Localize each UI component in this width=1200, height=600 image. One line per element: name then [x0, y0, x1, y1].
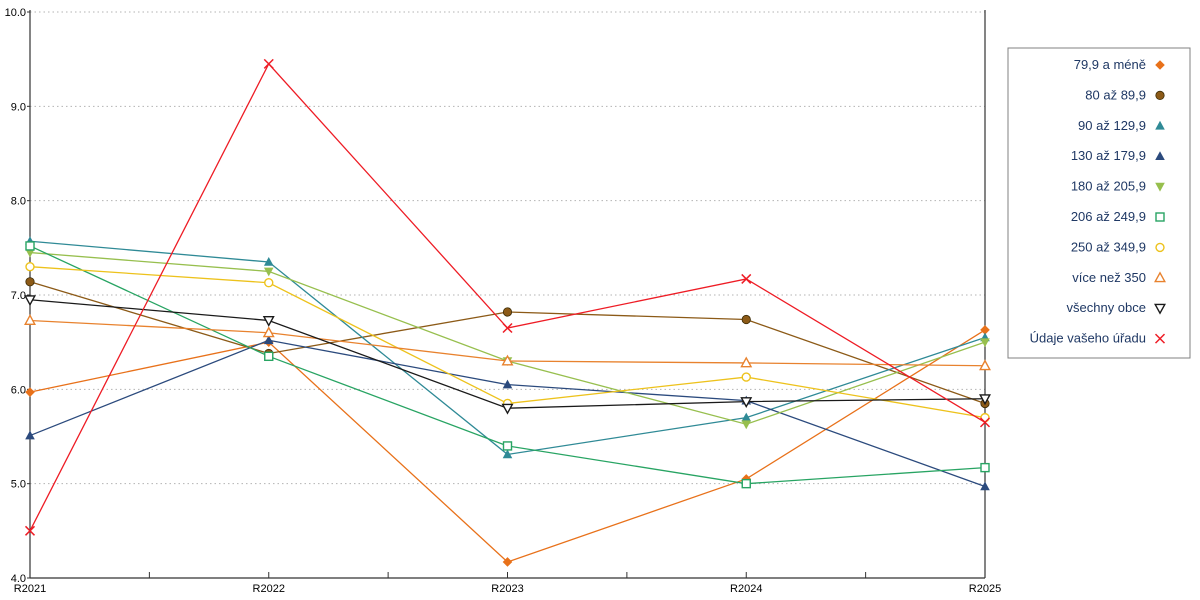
legend-label: 250 až 349,9: [1071, 239, 1146, 254]
marker-triangle-down-open: [740, 397, 753, 409]
marker-triangle-up-filled: [263, 335, 274, 345]
x-tick-label: R2021: [14, 583, 46, 595]
legend-label: více než 350: [1072, 270, 1146, 285]
marker-triangle-down-filled: [263, 267, 274, 277]
marker-triangle-up-filled: [25, 430, 35, 440]
legend-label: 130 až 179,9: [1071, 148, 1146, 163]
series-line-2: [29, 240, 986, 456]
marker-square-open: [741, 478, 751, 489]
legend-label: 180 až 205,9: [1071, 179, 1146, 194]
series-line-4: [29, 251, 986, 425]
marker-square-open: [1155, 212, 1165, 222]
marker-triangle-down-filled: [25, 248, 35, 258]
marker-square-open: [502, 441, 513, 451]
marker-circle-filled: [25, 277, 35, 287]
marker-diamond-filled: [25, 387, 35, 397]
marker-x: [502, 322, 513, 334]
marker-x: [263, 58, 274, 69]
y-tick-label: 5.0: [11, 479, 26, 491]
marker-x: [741, 273, 752, 284]
legend-label: 80 až 89,9: [1085, 87, 1146, 102]
marker-triangle-down-open: [262, 315, 275, 327]
marker-triangle-up-open: [501, 354, 514, 366]
marker-circle-open: [264, 278, 274, 288]
marker-triangle-up-filled: [263, 256, 274, 266]
legend-label: 90 až 129,9: [1078, 118, 1146, 133]
x-tick-label: R2023: [491, 583, 523, 595]
y-tick-label: 6.0: [11, 384, 26, 396]
marker-triangle-up-filled: [502, 449, 513, 459]
marker-diamond-filled: [741, 474, 752, 484]
marker-triangle-up-open: [1154, 271, 1166, 283]
marker-diamond-filled: [1155, 60, 1165, 70]
marker-circle-filled: [1155, 90, 1165, 101]
y-tick-label: 9.0: [11, 101, 26, 113]
y-tick-label: 4.0: [11, 573, 26, 585]
legend-label: Údaje vašeho úřadu: [1030, 331, 1146, 346]
marker-x: [979, 417, 991, 428]
marker-triangle-up-filled: [502, 379, 513, 389]
y-tick-label: 8.0: [11, 196, 26, 208]
marker-triangle-down-open: [501, 403, 514, 415]
x-tick-label: R2022: [253, 583, 285, 595]
y-tick-label: 10.0: [5, 7, 26, 19]
marker-triangle-up-filled: [1155, 151, 1165, 160]
marker-triangle-up-open: [24, 314, 36, 325]
marker-triangle-up-open: [262, 326, 275, 338]
x-tick-label: R2024: [730, 583, 762, 595]
marker-triangle-up-filled: [1155, 120, 1165, 130]
marker-square-open: [264, 351, 274, 362]
marker-diamond-filled: [502, 557, 513, 567]
x-tick-label: R2025: [969, 583, 1001, 595]
marker-diamond-filled: [980, 325, 990, 335]
legend-label: 206 až 249,9: [1071, 209, 1146, 224]
marker-x: [24, 525, 36, 536]
marker-circle-open: [25, 262, 35, 272]
marker-triangle-up-open: [740, 356, 753, 368]
marker-circle-filled: [502, 307, 513, 317]
legend-label: všechny obce: [1067, 300, 1147, 315]
marker-circle-open: [1155, 242, 1165, 253]
marker-triangle-up-filled: [980, 481, 990, 491]
marker-triangle-down-open: [1154, 303, 1166, 315]
marker-triangle-up-filled: [741, 412, 752, 422]
series-line-6: [29, 266, 986, 419]
marker-triangle-down-open: [24, 295, 36, 307]
marker-circle-open: [741, 372, 751, 382]
marker-square-open: [25, 241, 35, 251]
marker-circle-filled: [741, 314, 751, 325]
marker-triangle-down-open: [979, 394, 991, 406]
marker-triangle-down-filled: [1155, 182, 1165, 192]
marker-triangle-down-filled: [741, 420, 752, 430]
marker-x: [1154, 333, 1166, 344]
marker-triangle-down-filled: [980, 338, 990, 348]
series-line-9: [29, 62, 986, 532]
y-tick-label: 7.0: [11, 290, 26, 302]
legend-label: 79,9 a méně: [1074, 57, 1146, 72]
marker-triangle-up-open: [979, 359, 991, 371]
marker-square-open: [980, 462, 990, 473]
